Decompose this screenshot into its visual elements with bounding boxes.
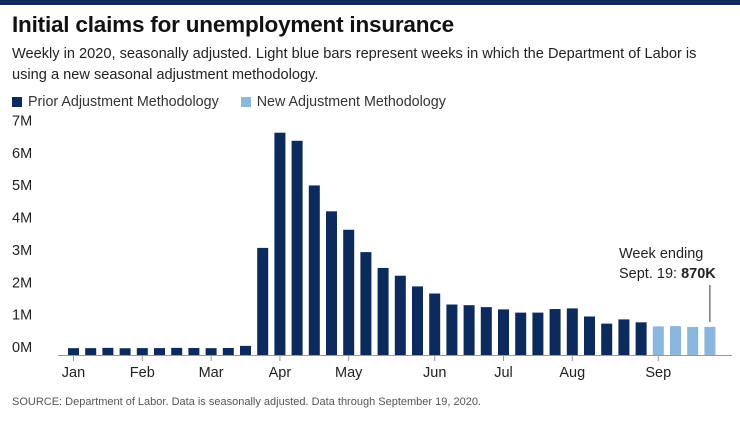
annotation-prefix: Sept. 19: bbox=[619, 266, 681, 282]
annotation-line1: Week ending bbox=[619, 246, 703, 262]
chart-subtitle: Weekly in 2020, seasonally adjusted. Lig… bbox=[12, 46, 697, 83]
bar-prior-29 bbox=[566, 308, 578, 355]
bar-prior-25 bbox=[498, 309, 509, 355]
x-tick-label-6: Jul bbox=[494, 365, 513, 381]
bar-prior-33 bbox=[635, 322, 647, 355]
y-tick-label-6: 6M bbox=[12, 146, 32, 162]
bar-prior-2 bbox=[102, 347, 114, 355]
annotation-line2: Sept. 19: 870K bbox=[619, 266, 716, 282]
bar-prior-14 bbox=[308, 185, 320, 355]
bar-prior-8 bbox=[205, 348, 217, 355]
bar-prior-13 bbox=[291, 140, 303, 355]
bar-prior-31 bbox=[601, 323, 613, 355]
x-tick-label-2: Mar bbox=[199, 365, 224, 381]
x-tick-label-8: Sep bbox=[645, 365, 671, 381]
bar-prior-30 bbox=[584, 316, 595, 355]
legend-swatch-prior bbox=[12, 97, 22, 107]
x-tick-label-0: Jan bbox=[62, 365, 85, 381]
bar-new-34 bbox=[652, 326, 664, 355]
bar-prior-19 bbox=[394, 275, 406, 355]
y-tick-label-5: 5M bbox=[12, 178, 32, 194]
bar-prior-27 bbox=[532, 312, 544, 355]
x-tick-label-5: Jun bbox=[423, 365, 446, 381]
bar-prior-0 bbox=[68, 348, 79, 355]
bar-prior-12 bbox=[274, 132, 286, 355]
bar-prior-16 bbox=[343, 229, 355, 355]
bar-prior-5 bbox=[154, 348, 165, 355]
y-tick-label-0: 0M bbox=[12, 340, 32, 356]
bar-prior-28 bbox=[549, 309, 561, 355]
bar-new-37 bbox=[704, 326, 716, 355]
bar-prior-26 bbox=[515, 312, 527, 355]
y-tick-label-3: 3M bbox=[12, 243, 32, 259]
legend-swatch-new bbox=[240, 97, 251, 107]
legend-label-prior: Prior Adjustment Methodology bbox=[28, 94, 219, 110]
x-tick-label-3: Apr bbox=[269, 365, 292, 381]
y-tick-label-2: 2M bbox=[12, 275, 32, 291]
bar-prior-24 bbox=[480, 307, 492, 355]
y-tick-label-4: 4M bbox=[12, 211, 32, 227]
bar-new-35 bbox=[670, 326, 681, 355]
bar-new-36 bbox=[687, 326, 699, 355]
legend-label-new: New Adjustment Methodology bbox=[256, 94, 446, 110]
y-tick-label-7: 7M bbox=[12, 114, 32, 130]
bar-prior-23 bbox=[463, 305, 475, 355]
bar-prior-6 bbox=[171, 347, 183, 355]
y-tick-label-1: 1M bbox=[12, 308, 32, 324]
bar-prior-15 bbox=[326, 211, 337, 355]
legend-item-new: New Adjustment Methodology bbox=[240, 94, 446, 110]
bar-prior-10 bbox=[240, 345, 251, 355]
bar-prior-1 bbox=[85, 348, 97, 355]
annotation-value: 870K bbox=[681, 266, 716, 282]
chart-title: Initial claims for unemployment insuranc… bbox=[12, 12, 454, 37]
bar-prior-21 bbox=[429, 293, 441, 355]
bar-prior-11 bbox=[257, 247, 269, 355]
chart-legend: Prior Adjustment Methodology New Adjustm… bbox=[12, 94, 464, 111]
source-note: SOURCE: Department of Labor. Data is sea… bbox=[12, 396, 481, 408]
bar-prior-22 bbox=[446, 304, 458, 355]
bar-prior-3 bbox=[119, 348, 131, 355]
bar-prior-9 bbox=[222, 347, 234, 355]
bar-prior-7 bbox=[188, 347, 200, 355]
x-tick-label-1: Feb bbox=[130, 365, 155, 381]
bar-prior-18 bbox=[377, 267, 389, 355]
x-tick-label-4: May bbox=[335, 365, 363, 381]
x-tick-label-7: Aug bbox=[559, 365, 585, 381]
legend-item-prior: Prior Adjustment Methodology bbox=[12, 94, 219, 110]
bar-prior-4 bbox=[136, 348, 148, 355]
top-accent-bar bbox=[0, 0, 740, 5]
bar-prior-20 bbox=[412, 286, 423, 355]
bar-prior-32 bbox=[618, 319, 630, 355]
bar-prior-17 bbox=[360, 252, 372, 355]
